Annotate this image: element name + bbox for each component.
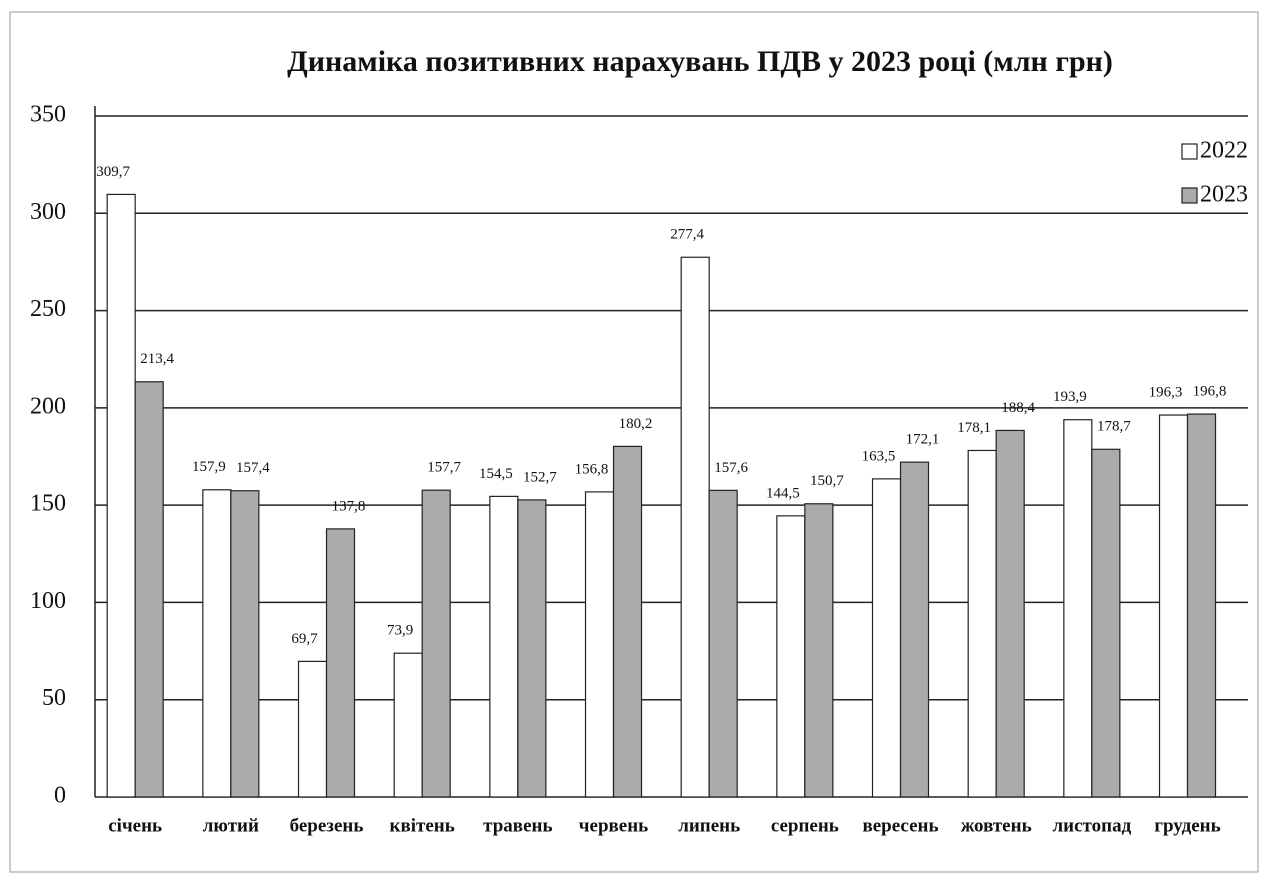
bar xyxy=(1063,419,1093,798)
bar xyxy=(202,489,232,798)
x-tick-label: січень xyxy=(108,815,162,836)
bar xyxy=(1186,413,1217,798)
value-label: 213,4 xyxy=(140,351,174,367)
value-label: 156,8 xyxy=(575,461,609,477)
value-label: 152,7 xyxy=(523,469,557,485)
value-label: 73,9 xyxy=(387,623,413,639)
x-tick-label: квітень xyxy=(390,815,455,836)
bar xyxy=(680,256,710,798)
value-label: 157,6 xyxy=(714,460,748,476)
y-tick-label: 350 xyxy=(30,102,66,128)
value-label: 157,9 xyxy=(192,459,226,475)
value-label: 163,5 xyxy=(862,448,896,464)
value-label: 154,5 xyxy=(479,466,513,482)
value-label: 180,2 xyxy=(619,416,653,432)
x-tick-label: листопад xyxy=(1053,815,1132,836)
bar xyxy=(393,652,423,798)
y-tick-label: 100 xyxy=(30,588,66,614)
bar xyxy=(612,445,643,798)
bar xyxy=(1158,414,1189,798)
chart-title: Динаміка позитивних нарахувань ПДВ у 202… xyxy=(287,45,1113,78)
value-label: 193,9 xyxy=(1053,389,1087,405)
y-tick-label: 250 xyxy=(30,296,66,322)
bar xyxy=(106,193,136,798)
bar xyxy=(967,449,997,798)
legend-label: 2023 xyxy=(1200,182,1248,208)
y-tick-label: 150 xyxy=(30,491,66,517)
x-tick-label: вересень xyxy=(862,815,938,836)
value-label: 157,4 xyxy=(236,460,270,476)
bar xyxy=(517,499,547,798)
value-label: 196,3 xyxy=(1149,384,1183,400)
chart-frame xyxy=(9,11,1259,873)
x-tick-label: грудень xyxy=(1154,815,1220,836)
value-label: 196,8 xyxy=(1193,384,1227,400)
value-label: 178,7 xyxy=(1097,419,1131,435)
y-tick-label: 50 xyxy=(42,685,66,711)
value-label: 188,4 xyxy=(1001,400,1035,416)
value-label: 277,4 xyxy=(670,227,704,243)
bar xyxy=(134,381,164,798)
bar xyxy=(776,515,806,798)
legend-swatch xyxy=(1181,187,1198,204)
bar xyxy=(708,489,738,798)
bar xyxy=(584,491,615,798)
legend-label: 2022 xyxy=(1200,138,1248,164)
bar xyxy=(995,429,1025,798)
x-tick-label: липень xyxy=(678,815,740,836)
bar xyxy=(871,478,902,798)
x-tick-label: жовтень xyxy=(961,815,1032,836)
value-label: 69,7 xyxy=(291,631,318,647)
value-label: 137,8 xyxy=(332,498,366,514)
legend-swatch xyxy=(1181,143,1198,160)
x-tick-label: березень xyxy=(290,815,364,836)
bar xyxy=(1091,448,1121,798)
y-tick-label: 0 xyxy=(54,783,66,809)
value-label: 309,7 xyxy=(96,164,130,180)
value-label: 144,5 xyxy=(766,485,800,501)
x-tick-label: червень xyxy=(579,815,648,836)
x-tick-label: серпень xyxy=(771,815,839,836)
bar xyxy=(297,660,328,798)
bar xyxy=(489,495,519,798)
y-tick-label: 200 xyxy=(30,393,66,419)
y-tick-label: 300 xyxy=(30,199,66,225)
value-label: 172,1 xyxy=(906,432,940,448)
value-label: 150,7 xyxy=(810,473,844,489)
x-tick-label: лютий xyxy=(203,815,259,836)
bar xyxy=(899,461,930,798)
bar xyxy=(325,528,356,798)
value-label: 178,1 xyxy=(957,420,991,436)
bar xyxy=(804,503,834,798)
bar xyxy=(421,489,451,798)
value-label: 157,7 xyxy=(427,460,461,476)
bar xyxy=(230,490,260,798)
x-tick-label: травень xyxy=(483,815,552,836)
